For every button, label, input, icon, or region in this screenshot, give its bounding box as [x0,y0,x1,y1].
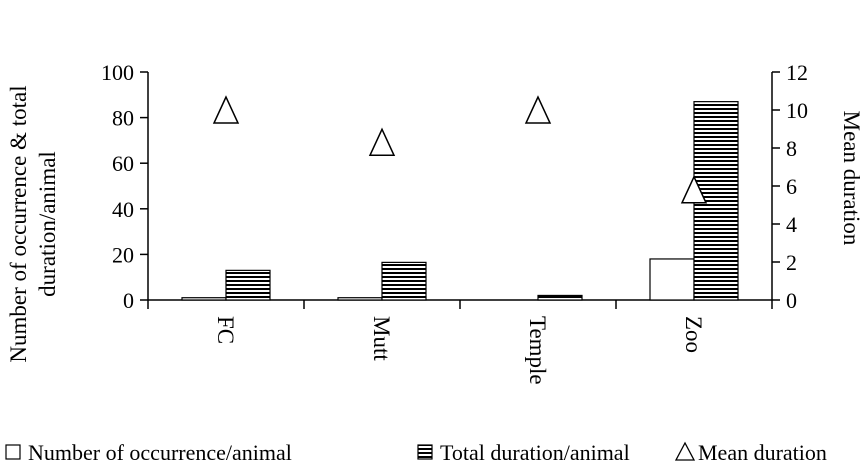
left-tick-label: 0 [123,288,134,313]
category-label: Zoo [681,316,706,353]
category-label: Temple [525,316,550,385]
right-tick-label: 6 [786,174,797,199]
legend-swatch [674,441,696,461]
left-tick-label: 40 [112,197,134,222]
category-label: FC [213,316,238,344]
legend: Number of occurrence/animal Total duratio… [5,440,827,465]
legend-label: Number of occurrence/animal [28,440,292,465]
right-tick-label: 10 [786,98,808,123]
category-label: Mutt [369,316,394,361]
left-axis-title-line: duration/animal [35,151,60,297]
legend-label: Mean duration [698,440,827,465]
left-tick-label: 60 [112,151,134,176]
right-tick-label: 4 [786,212,797,237]
legend-swatch [417,444,433,460]
mean-duration-marker [680,175,708,204]
left-tick-label: 20 [112,242,134,267]
right-tick-label: 8 [786,136,797,161]
legend-swatch [5,444,21,460]
bar-occurrence [181,297,227,301]
mean-duration-marker [524,95,552,124]
mean-duration-marker [212,95,240,124]
bar-occurrence [337,297,383,301]
plot-area: 0 20 40 60 80 100 0 2 4 6 8 10 12 FC Mutt Temple Zoo [101,60,808,385]
left-axis-title-line: Number of occurrence & total [6,85,31,362]
right-tick-label: 2 [786,250,797,275]
bar-occurrence [649,258,695,301]
left-tick-label: 80 [112,106,134,131]
left-axis-title: Number of occurrence & total duration/ani… [6,85,60,362]
bar-total-duration [537,294,583,301]
bar-total-duration [225,269,271,301]
right-tick-label: 0 [786,288,797,313]
mean-duration-marker [368,127,396,157]
bar-total-duration [381,261,427,301]
legend-label: Total duration/animal [440,440,630,465]
right-tick-label: 12 [786,60,808,85]
left-tick-label: 100 [101,60,134,85]
right-axis-title: Mean duration [839,111,860,246]
